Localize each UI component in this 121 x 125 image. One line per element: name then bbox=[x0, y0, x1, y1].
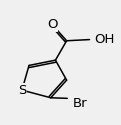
Text: OH: OH bbox=[94, 33, 115, 46]
Text: Br: Br bbox=[73, 96, 88, 110]
Text: O: O bbox=[47, 18, 58, 31]
Text: S: S bbox=[18, 84, 26, 97]
